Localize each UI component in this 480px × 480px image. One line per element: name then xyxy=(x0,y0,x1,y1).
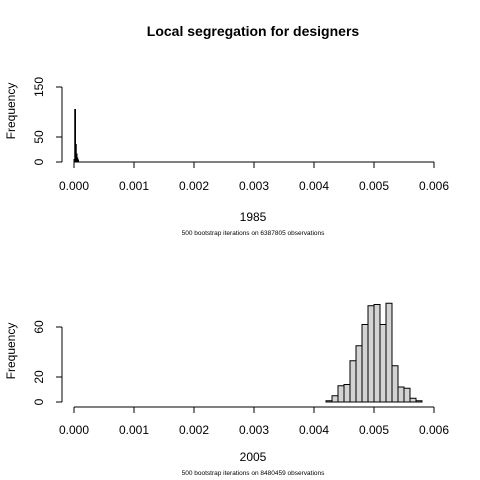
x-tick-label: 0.000 xyxy=(59,423,89,437)
x-tick-label: 0.001 xyxy=(119,179,149,193)
histogram-2005: Frequency 2005 500 bootstrap iterations … xyxy=(4,302,449,477)
histogram-bar xyxy=(379,324,387,403)
histogram-bar xyxy=(325,400,333,403)
x-tick-label: 0.004 xyxy=(299,179,329,193)
y-tick-label: 20 xyxy=(32,370,46,384)
histogram-bar xyxy=(355,345,363,403)
y-axis-label-2005: Frequency xyxy=(4,323,18,380)
chart-title: Local segregation for designers xyxy=(147,23,360,39)
histogram-bar xyxy=(373,304,381,403)
histogram-bar xyxy=(391,365,399,403)
y-tick-label: 0 xyxy=(32,158,46,165)
x-tick-label: 0.006 xyxy=(419,179,449,193)
histogram-bar xyxy=(385,302,393,403)
histogram-bar xyxy=(343,384,351,403)
x-tick-label: 0.002 xyxy=(179,179,209,193)
x-axis-label-2005: 2005 xyxy=(240,450,267,464)
x-tick-label: 0.005 xyxy=(359,179,389,193)
histogram-bar xyxy=(337,385,345,403)
histogram-bar xyxy=(367,305,375,403)
x-tick-label: 0.003 xyxy=(239,179,269,193)
y-tick-label: 150 xyxy=(32,77,46,97)
x-tick-label: 0.006 xyxy=(419,423,449,437)
x-tick-label: 0.001 xyxy=(119,423,149,437)
histogram-bar xyxy=(403,387,411,403)
y-tick-label: 60 xyxy=(32,320,46,334)
x-tick-label: 0.005 xyxy=(359,423,389,437)
histogram-1985: Frequency 1985 500 bootstrap iterations … xyxy=(4,77,449,237)
histogram-bar xyxy=(415,400,423,403)
histogram-bar xyxy=(349,360,357,403)
histogram-bar xyxy=(331,395,339,403)
x-axis-label-1985: 1985 xyxy=(240,210,267,224)
y-tick-label: 0 xyxy=(32,398,46,405)
x-tick-label: 0.003 xyxy=(239,423,269,437)
x-tick-label: 0.004 xyxy=(299,423,329,437)
x-tick-label: 0.000 xyxy=(59,179,89,193)
subtitle-1985: 500 bootstrap iterations on 6387805 obse… xyxy=(182,230,325,237)
x-tick-label: 0.002 xyxy=(179,423,209,437)
subtitle-2005: 500 bootstrap iterations on 8480459 obse… xyxy=(182,470,325,477)
y-axis-label-1985: Frequency xyxy=(4,83,18,140)
y-tick-label: 50 xyxy=(32,130,46,144)
histogram-bar xyxy=(361,324,369,403)
histogram-bar xyxy=(409,397,417,403)
histogram-bar xyxy=(397,386,405,403)
